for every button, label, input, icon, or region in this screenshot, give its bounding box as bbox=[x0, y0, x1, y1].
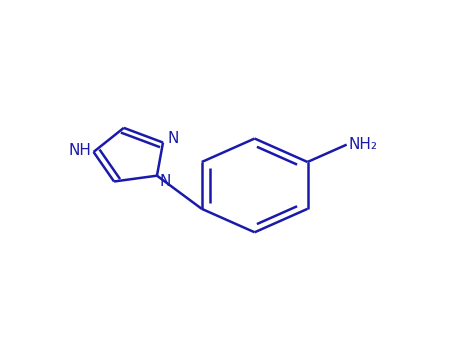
Text: NH₂: NH₂ bbox=[349, 137, 378, 152]
Text: NH: NH bbox=[69, 143, 91, 158]
Text: N: N bbox=[159, 174, 171, 189]
Text: N: N bbox=[167, 131, 179, 146]
